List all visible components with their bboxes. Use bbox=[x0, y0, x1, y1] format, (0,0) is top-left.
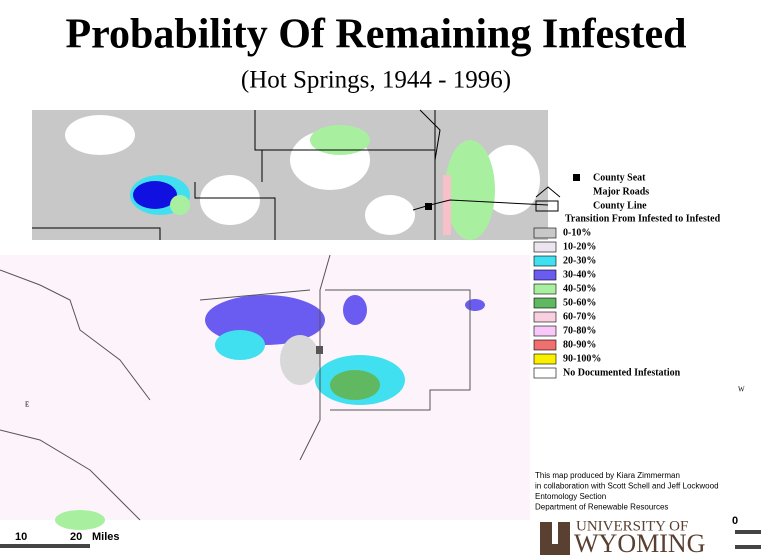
legend-label: 60-70% bbox=[563, 311, 596, 322]
scale-label: 20 bbox=[70, 531, 82, 543]
legend-label: 40-50% bbox=[563, 283, 596, 294]
subtitle: (Hot Springs, 1944 - 1996) bbox=[241, 67, 511, 94]
road-symbol bbox=[535, 186, 561, 198]
legend-label: County Line bbox=[593, 200, 647, 211]
legend-swatch bbox=[533, 339, 557, 351]
legend-swatch bbox=[533, 325, 557, 337]
legend-label: No Documented Infestation bbox=[563, 367, 681, 378]
credit-line: Department of Renewable Resources bbox=[535, 503, 668, 512]
logo: UNIVERSITY OF WYOMING bbox=[540, 518, 761, 558]
legend-label: 80-90% bbox=[563, 339, 596, 350]
lower-map bbox=[0, 254, 530, 530]
legend: County Seat Major Roads County Line Transit… bbox=[533, 172, 721, 379]
corner-label: 0 bbox=[732, 515, 738, 527]
legend-label: 0-10% bbox=[563, 227, 591, 238]
scale-bar: 10 20 Miles bbox=[0, 531, 120, 548]
legend-label: County Seat bbox=[593, 172, 646, 183]
legend-swatch bbox=[533, 367, 557, 379]
credits: This map produced by Kiara Zimmerman in c… bbox=[535, 471, 719, 512]
legend-swatch bbox=[533, 269, 557, 281]
legend-swatch bbox=[533, 255, 557, 267]
credit-line: in collaboration with Scott Schell and J… bbox=[535, 482, 719, 491]
scale-label: Miles bbox=[92, 531, 120, 543]
credit-line: Entomology Section bbox=[535, 492, 606, 501]
compass-label: W bbox=[738, 386, 745, 394]
legend-label: 30-40% bbox=[563, 269, 596, 280]
logo-line: UNIVERSITY OF bbox=[576, 518, 688, 534]
legend-swatch bbox=[533, 353, 557, 365]
legend-label: 10-20% bbox=[563, 241, 596, 252]
legend-swatch bbox=[533, 297, 557, 309]
legend-label: 50-60% bbox=[563, 297, 596, 308]
legend-label: 20-30% bbox=[563, 255, 596, 266]
seat-symbol bbox=[573, 174, 580, 181]
legend-label: 90-100% bbox=[563, 353, 601, 364]
legend-swatch bbox=[533, 227, 557, 239]
title: Probability Of Remaining Infested bbox=[65, 12, 686, 58]
scale-label: 10 bbox=[15, 531, 27, 543]
compass-label: E bbox=[25, 401, 29, 409]
legend-heading: Transition From Infested to Infested bbox=[565, 213, 721, 224]
legend-swatch bbox=[533, 283, 557, 295]
credit-line: This map produced by Kiara Zimmerman bbox=[535, 471, 680, 480]
county-symbol bbox=[535, 200, 559, 212]
upper-map bbox=[32, 109, 549, 240]
legend-label: 70-80% bbox=[563, 325, 596, 336]
logo-line: WYOMING bbox=[574, 529, 705, 558]
legend-swatch bbox=[533, 241, 557, 253]
legend-swatch bbox=[533, 311, 557, 323]
legend-label: Major Roads bbox=[593, 186, 649, 197]
